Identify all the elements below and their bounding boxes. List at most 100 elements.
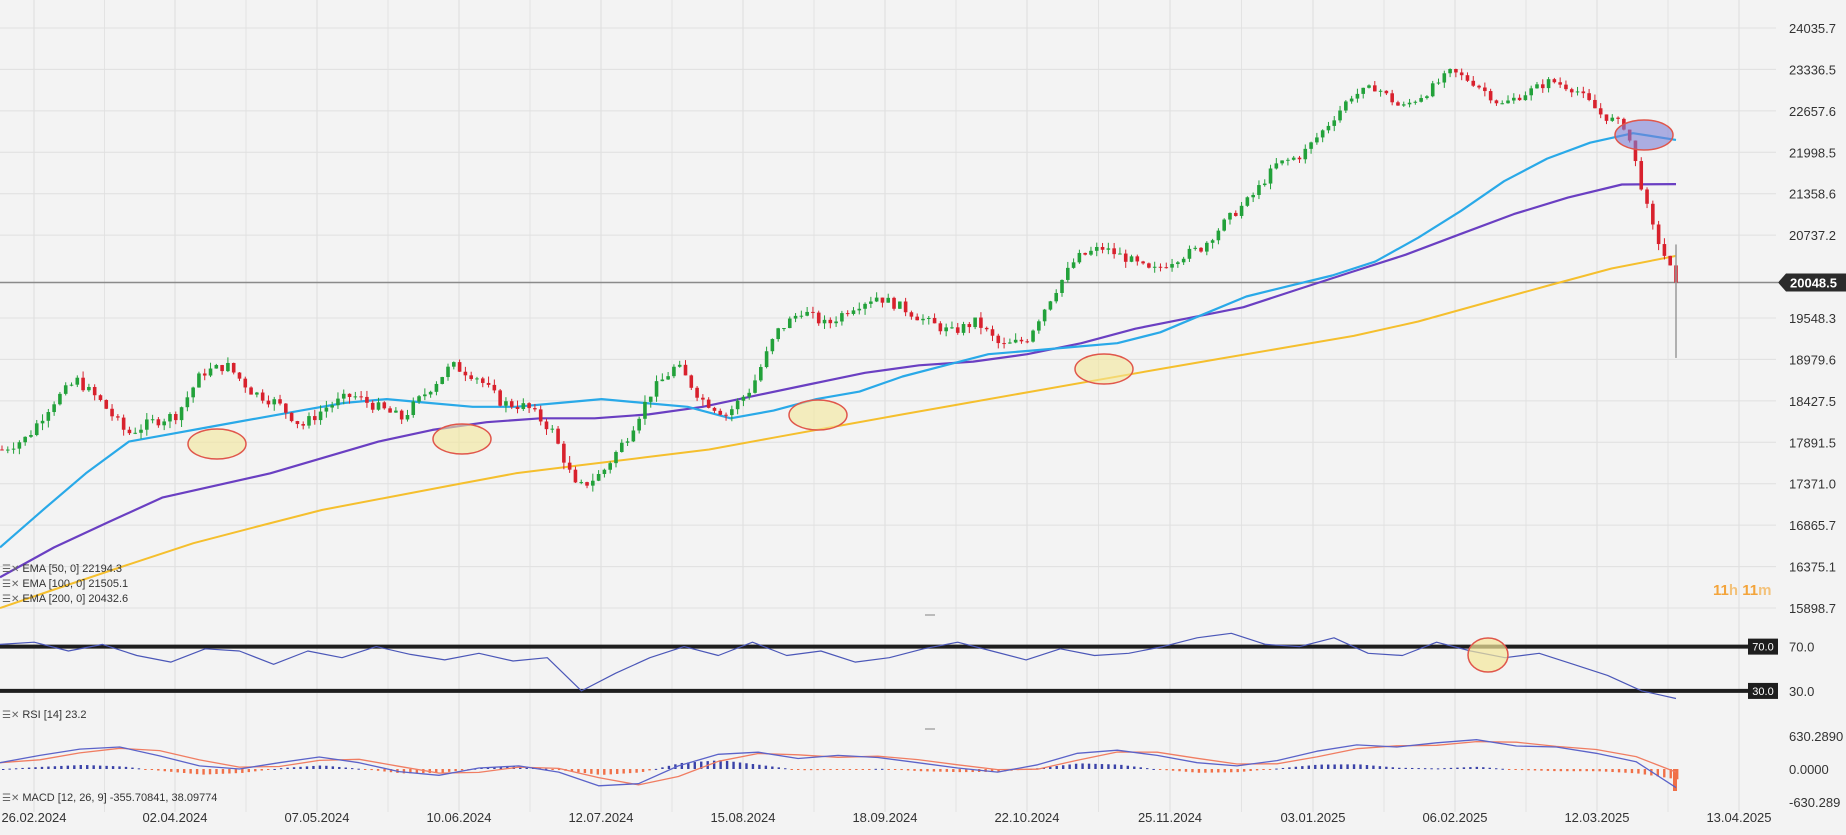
candle [1008,338,1012,344]
candle [660,373,665,382]
candle-body [1610,117,1615,121]
candle-body [556,428,560,444]
candle-countdown: 11h 11m [1713,582,1771,599]
macd-histogram-bar [544,768,548,770]
macd-histogram-bar [926,769,929,772]
candle [104,399,109,410]
candle-body [179,407,184,421]
macd-histogram-bar [1087,763,1091,769]
macd-histogram-bar [1585,769,1588,772]
macd-histogram-bar [499,767,503,769]
candle-body [857,308,862,311]
candle [150,414,155,424]
settings-icon[interactable]: ☰✕ [2,594,20,605]
candle [295,420,300,429]
candle [185,391,190,412]
candle [857,302,862,315]
candle [173,411,178,425]
candle-body [324,407,329,412]
candle [921,314,925,325]
candle [1349,95,1354,104]
candle [1558,77,1562,88]
macd-histogram-bar [441,769,444,773]
candle-body [63,385,68,394]
legend-rsi[interactable]: ☰✕ RSI [14] 23.2 [2,709,87,721]
candle-body [127,429,132,434]
candle-body [498,390,502,406]
macd-histogram-bar [351,768,354,770]
candle-body [1048,301,1053,310]
macd-histogram-bar [1184,769,1188,772]
macd-histogram-bar [318,765,322,769]
candle [834,316,838,327]
settings-icon[interactable]: ☰✕ [2,710,20,721]
candle-body [915,316,919,321]
candle-body [318,411,323,421]
macd-histogram-bar [570,769,574,772]
candle [1546,77,1551,93]
countdown-hours-unit: h [1728,582,1739,599]
macd-histogram-bar [712,760,716,769]
macd-histogram-bar [551,769,554,770]
legend-ema200[interactable]: ☰✕ EMA [200, 0] 20432.6 [2,593,128,605]
candle [301,421,306,430]
candle-body [1042,309,1047,322]
x-tick-label: 03.01.2025 [1280,810,1345,825]
macd-histogram-bar [1301,766,1304,769]
macd-histogram-bar [40,766,44,769]
settings-icon[interactable]: ☰✕ [2,564,20,575]
candle-body [683,364,688,376]
candle [1523,91,1528,101]
macd-histogram-bar [861,769,865,770]
pane-resize-handle [925,728,935,730]
macd-histogram-bar [609,769,612,775]
macd-histogram-bar [1133,766,1136,769]
candle [840,310,844,326]
candle-body [34,423,39,436]
candle-body [463,371,468,376]
candle-body [1413,101,1418,103]
candle-body [411,401,416,416]
legend-ema50[interactable]: ☰✕ EMA [50, 0] 22194.3 [2,563,122,575]
candle-body [880,297,885,303]
candle-body [139,429,143,433]
macd-histogram-bar [338,766,341,769]
macd-histogram-bar [680,762,684,769]
candle-body [1575,91,1580,93]
settings-icon[interactable]: ☰✕ [2,579,20,590]
highlight-ellipse [1074,353,1134,385]
settings-icon[interactable]: ☰✕ [2,793,20,804]
candle [672,364,676,379]
candle [648,396,653,408]
macd-histogram-bar [1533,769,1537,771]
candle [17,440,22,455]
macd-histogram-bar [1055,766,1058,769]
candle-body [446,366,450,378]
candle-body [92,386,97,396]
legend-macd[interactable]: ☰✕ MACD [12, 26, 9] -355.70841, 38.09774 [2,792,217,804]
macd-histogram-bar [777,767,780,769]
macd-histogram-bar [1669,769,1672,779]
macd-histogram-bar [958,769,961,773]
candle-body [1338,110,1342,121]
candle-body [480,378,485,383]
macd-histogram-bar [1230,769,1233,773]
candle [1193,245,1198,251]
candle-body [718,410,723,415]
legend-ema100[interactable]: ☰✕ EMA [100, 0] 21505.1 [2,578,128,590]
macd-histogram-bar [1456,767,1459,769]
macd-histogram-bar [21,767,24,769]
candle-body [666,376,670,380]
x-tick-label: 18.09.2024 [852,810,917,825]
macd-histogram-bar [389,769,393,773]
candle-body [312,416,317,421]
rsi-level-tag-label: 70.0 [1752,642,1773,654]
price-tick-label: 17371.0 [1789,477,1836,492]
candle [1569,87,1574,98]
candle [463,366,468,382]
candle [990,325,995,342]
macd-histogram-bar [1074,763,1078,769]
candle [428,390,433,398]
candle-body [932,317,937,324]
